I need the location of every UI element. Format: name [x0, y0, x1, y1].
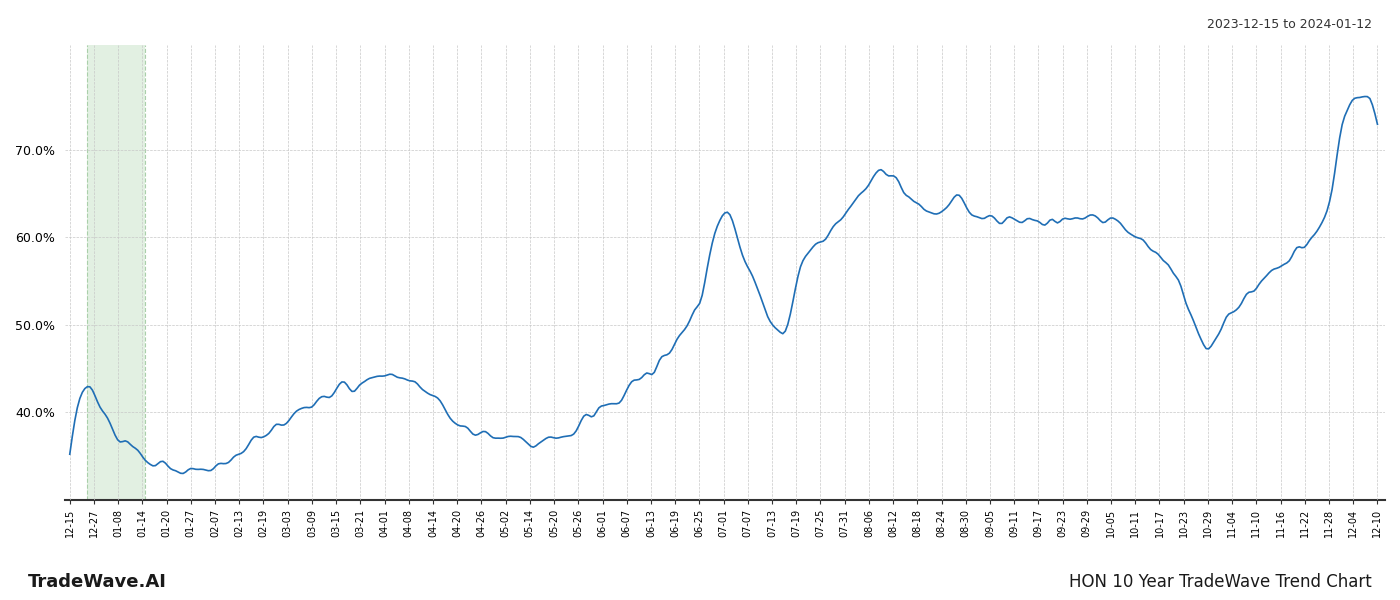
- Text: TradeWave.AI: TradeWave.AI: [28, 573, 167, 591]
- Text: 2023-12-15 to 2024-01-12: 2023-12-15 to 2024-01-12: [1207, 18, 1372, 31]
- Text: HON 10 Year TradeWave Trend Chart: HON 10 Year TradeWave Trend Chart: [1070, 573, 1372, 591]
- Bar: [87, 45, 146, 500]
